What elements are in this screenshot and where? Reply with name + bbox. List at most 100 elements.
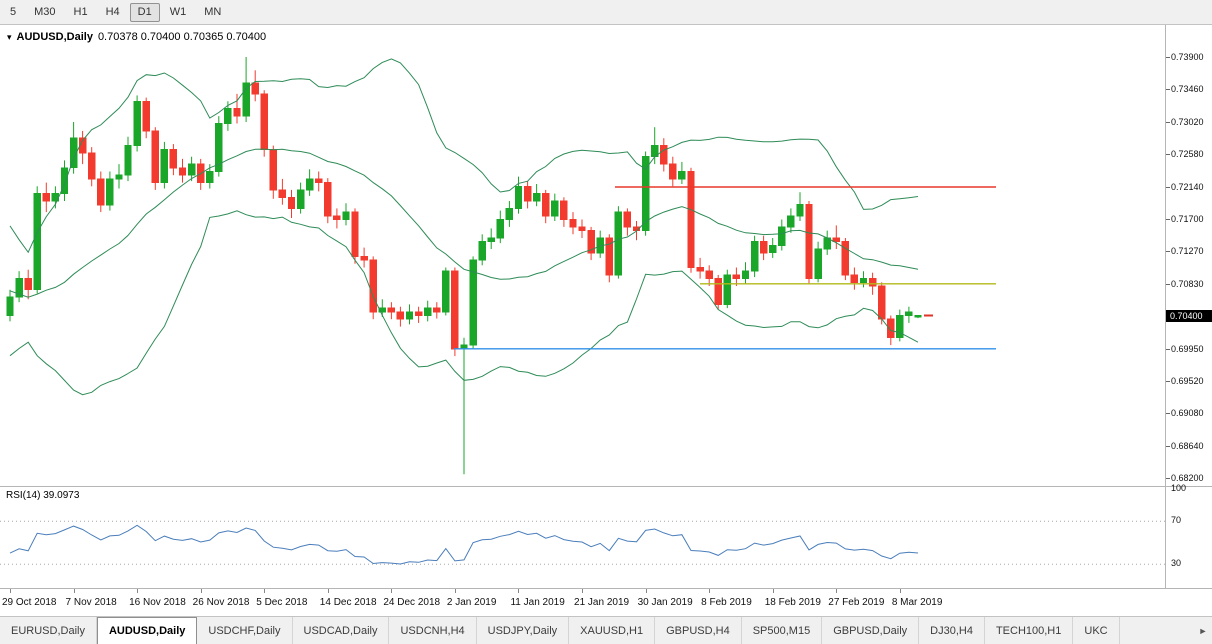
candle <box>324 182 332 217</box>
price-tick-label: 0.69080 <box>1171 408 1204 419</box>
candle <box>242 82 250 117</box>
price-tick-mark <box>1166 56 1170 58</box>
date-tick-label: 27 Feb 2019 <box>828 597 885 608</box>
chart-menu-icon[interactable]: ▾ <box>7 31 12 42</box>
candle <box>233 108 241 117</box>
date-tick-label: 2 Jan 2019 <box>446 597 497 608</box>
chart-symbol-label: AUDUSD,Daily <box>16 31 93 43</box>
timeframe-button-h1[interactable]: H1 <box>73 6 88 18</box>
price-tick-label: 0.70830 <box>1171 278 1204 289</box>
candle <box>905 311 913 316</box>
date-tick-label: 29 Oct 2018 <box>2 597 57 608</box>
rsi-tick-label: 30 <box>1171 558 1182 569</box>
chart-tab-usdchf-daily[interactable]: USDCHF,Daily <box>197 617 293 644</box>
candle <box>887 318 895 339</box>
bollinger-middle-band <box>9 148 919 298</box>
chart-tab-audusd-daily[interactable]: AUDUSD,Daily <box>96 617 198 644</box>
price-tick-label: 0.72580 <box>1171 149 1204 160</box>
candle <box>705 270 713 280</box>
candle <box>605 237 613 276</box>
candle <box>678 171 686 180</box>
candle <box>641 156 650 232</box>
date-tick-mark <box>645 589 647 593</box>
candle <box>6 296 14 316</box>
candle <box>97 178 105 206</box>
price-tick-mark <box>1166 380 1170 382</box>
timeframe-button-d1[interactable]: D1 <box>129 2 160 22</box>
chart-tab-usdcnh-h4[interactable]: USDCNH,H4 <box>389 617 477 644</box>
candle <box>433 307 441 313</box>
chart-tab-tech100-h1[interactable]: TECH100,H1 <box>985 617 1074 644</box>
candle <box>24 278 32 291</box>
price-tick-mark <box>1166 186 1170 188</box>
candle <box>178 167 187 176</box>
date-tick-mark <box>582 589 584 593</box>
time-axis[interactable]: 29 Oct 2018 7 Nov 2018 16 Nov 2018 26 Nov 2… <box>0 588 1212 616</box>
chart-tab-usdjpy-daily[interactable]: USDJPY,Daily <box>477 617 570 644</box>
chart-tab-eurusd-daily[interactable]: EURUSD,Daily <box>0 617 97 644</box>
candle <box>215 123 223 172</box>
date-tick-label: 11 Jan 2019 <box>510 597 565 608</box>
chart-tab-xauusd-h1[interactable]: XAUUSD,H1 <box>569 617 656 644</box>
candle <box>878 285 886 320</box>
date-tick-mark <box>518 589 520 593</box>
chart-header: ▾ AUDUSD,Daily 0.70378 0.70400 0.70365 0… <box>7 31 266 43</box>
candle <box>687 171 695 268</box>
price-tick-label: 0.68200 <box>1171 473 1204 484</box>
timeframe-button-h4[interactable]: H4 <box>105 6 120 18</box>
date-tick-mark <box>899 589 901 593</box>
candle <box>569 219 577 228</box>
candle <box>124 145 132 176</box>
candle <box>578 226 586 232</box>
candle <box>623 211 632 228</box>
candle <box>405 311 414 320</box>
candle <box>769 244 777 254</box>
candle <box>287 196 296 209</box>
candle <box>660 145 668 165</box>
chart-tab-sp500-m15[interactable]: SP500,M15 <box>742 617 823 644</box>
candle <box>614 211 623 276</box>
candle <box>60 167 69 195</box>
rsi-panel[interactable]: RSI(14) 39.0973 <box>0 486 1165 588</box>
chart-tab-gbpusd-h4[interactable]: GBPUSD,H4 <box>655 617 742 644</box>
candle <box>750 241 759 272</box>
candle <box>88 152 96 180</box>
candle <box>315 178 323 184</box>
date-tick-mark <box>200 589 202 593</box>
rsi-tick-label: 100 <box>1171 483 1187 493</box>
date-tick-mark <box>454 589 456 593</box>
chart-tab-usdcad-daily[interactable]: USDCAD,Daily <box>293 617 390 644</box>
candle <box>560 200 568 220</box>
candle <box>142 100 150 132</box>
date-tick-label: 24 Dec 2018 <box>383 597 441 608</box>
candle <box>169 148 178 169</box>
price-tick-label: 0.73020 <box>1171 116 1204 127</box>
timeframe-button-w1[interactable]: W1 <box>169 6 187 18</box>
timeframe-button-mn[interactable]: MN <box>204 6 222 18</box>
candle <box>33 193 41 291</box>
price-tick-mark <box>1166 121 1170 123</box>
date-tick-label: 14 Dec 2018 <box>319 597 377 608</box>
timeframe-button-5[interactable]: 5 <box>10 6 17 18</box>
timeframe-button-m30[interactable]: M30 <box>34 6 56 18</box>
date-tick-mark <box>137 589 139 593</box>
chart-tab-ukc[interactable]: UKC <box>1073 617 1120 644</box>
candle <box>342 211 350 221</box>
candle <box>378 307 387 313</box>
price-tick-label: 0.73460 <box>1171 84 1204 95</box>
chart-tab-dj30-h4[interactable]: DJ30,H4 <box>919 617 985 644</box>
date-tick-label: 30 Jan 2019 <box>637 597 693 608</box>
candlestick-chart <box>6 57 996 475</box>
candle <box>15 278 23 298</box>
date-tick-label: 7 Nov 2018 <box>65 597 117 608</box>
price-tick-label: 0.71270 <box>1171 246 1204 257</box>
tab-scroll-right-icon[interactable]: ► <box>1194 618 1212 644</box>
price-tick-mark <box>1166 89 1170 91</box>
price-axis[interactable]: 0.70400 0.73900 0.73460 0.73020 0.72580 0.72… <box>1165 25 1212 588</box>
bollinger-lower-band <box>9 210 919 396</box>
chart-tab-gbpusd-daily[interactable]: GBPUSD,Daily <box>822 617 920 644</box>
candle <box>732 274 741 280</box>
candle <box>587 230 595 254</box>
main-chart-panel[interactable]: ▾ AUDUSD,Daily 0.70378 0.70400 0.70365 0… <box>0 25 1165 486</box>
candle <box>469 259 477 346</box>
